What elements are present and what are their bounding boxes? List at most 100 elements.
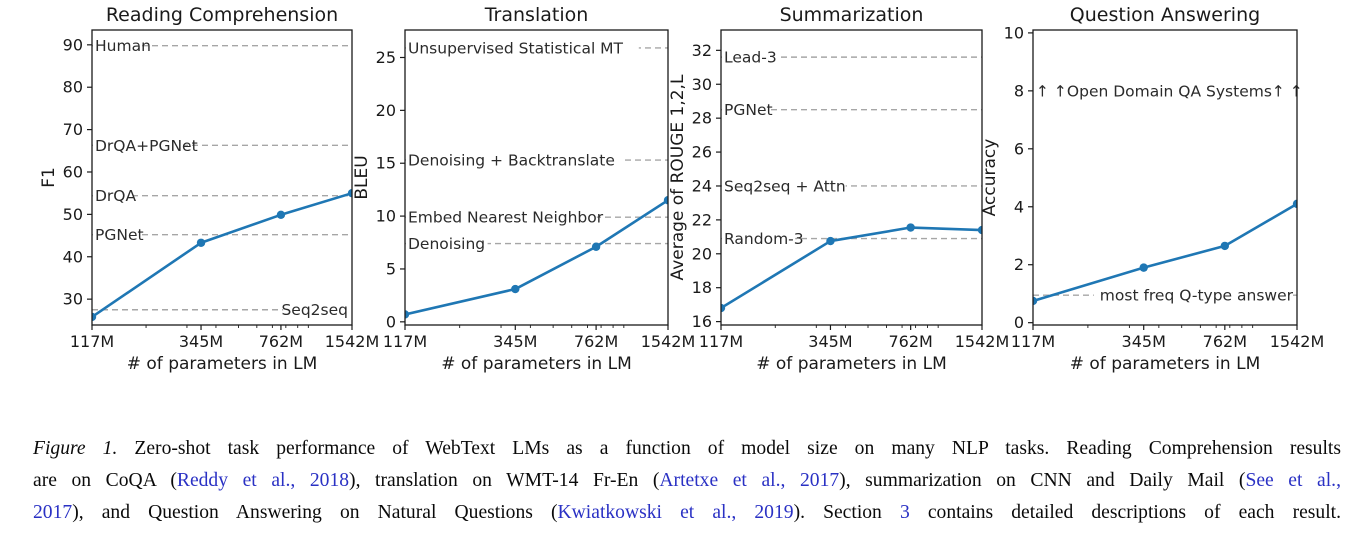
y-axis-label: Accuracy bbox=[980, 139, 1000, 217]
data-point bbox=[826, 236, 835, 246]
baseline-label: PGNet bbox=[724, 101, 773, 119]
citation-link[interactable]: Reddy et al., 2018 bbox=[176, 469, 350, 491]
chart-translation: Translation 0 5 10 15 20 25 117M 345M 762M 1542M BL… bbox=[352, 4, 695, 374]
caption-text: ), summarization on CNN and Daily Mail ( bbox=[839, 469, 1246, 491]
y-tick-label: 4 bbox=[1014, 197, 1024, 216]
baseline-label: Unsupervised Statistical MT bbox=[408, 39, 624, 57]
x-tick-label: 345M bbox=[808, 332, 852, 351]
x-tick-label: 762M bbox=[1203, 332, 1247, 351]
y-tick-label: 2 bbox=[1014, 255, 1024, 274]
y-tick-label: 26 bbox=[692, 143, 712, 162]
x-axis-label: # of parameters in LM bbox=[1070, 354, 1261, 374]
x-tick-label: 762M bbox=[259, 332, 303, 351]
chart-question-answering: Question Answering 0 2 4 6 8 10 117M 345M 762M 154… bbox=[980, 4, 1324, 374]
data-point bbox=[906, 223, 915, 232]
x-axis-label: # of parameters in LM bbox=[756, 354, 947, 374]
y-tick-label: 60 bbox=[63, 162, 83, 181]
x-tick-label: 1542M bbox=[325, 332, 380, 351]
caption-text: ). Section bbox=[793, 501, 900, 523]
chart-reading-comprehension: Reading Comprehension 30 40 50 60 70 80 90 117M 3… bbox=[39, 4, 379, 374]
y-tick-label: 70 bbox=[63, 120, 83, 139]
baseline-label: Random-3 bbox=[724, 230, 804, 248]
x-tick-label: 117M bbox=[699, 332, 743, 351]
x-axis-label: # of parameters in LM bbox=[441, 354, 632, 374]
y-axis-label: BLEU bbox=[352, 155, 372, 199]
citation-link[interactable]: 2017 bbox=[33, 501, 73, 523]
baseline-label: DrQA+PGNet bbox=[95, 137, 198, 155]
figure-caption: Figure 1. Zero-shot task performance of … bbox=[33, 433, 1341, 528]
annotation-label: ↑ ↑Open Domain QA Systems↑ ↑ bbox=[1036, 82, 1303, 100]
caption-text: contains detailed descriptions of each r… bbox=[909, 501, 1341, 523]
y-tick-label: 30 bbox=[63, 290, 83, 309]
x-axis-label: # of parameters in LM bbox=[127, 354, 318, 374]
baseline-label: Seq2seq + Attn bbox=[724, 177, 846, 195]
x-tick-label: 345M bbox=[1122, 332, 1166, 351]
citation-link[interactable]: Artetxe et al., 2017 bbox=[659, 469, 840, 491]
caption-text: are on CoQA ( bbox=[33, 469, 177, 491]
caption-text: Zero-shot task performance of WebText LM… bbox=[117, 438, 1341, 459]
chart-title: Reading Comprehension bbox=[106, 4, 338, 26]
x-tick-label: 117M bbox=[70, 332, 114, 351]
chart-title: Question Answering bbox=[1070, 4, 1260, 26]
data-point bbox=[276, 210, 286, 219]
y-tick-label: 10 bbox=[376, 207, 396, 226]
data-point bbox=[1220, 241, 1230, 251]
x-tick-label: 117M bbox=[383, 332, 427, 351]
data-point bbox=[405, 310, 410, 319]
y-tick-label: 90 bbox=[63, 35, 83, 54]
data-line bbox=[721, 226, 982, 310]
chart-title: Translation bbox=[484, 4, 589, 26]
data-point bbox=[1033, 296, 1038, 306]
y-tick-label: 16 bbox=[692, 312, 712, 331]
y-tick-label: 22 bbox=[692, 210, 712, 229]
y-tick-label: 25 bbox=[376, 48, 396, 67]
baseline-label: most freq Q-type answer bbox=[1100, 287, 1294, 305]
y-tick-label: 6 bbox=[1014, 139, 1024, 158]
chart-summarization: Summarization 16 18 20 22 24 26 28 30 32 117M 345M 7… bbox=[668, 4, 1009, 374]
y-tick-label: 32 bbox=[692, 41, 712, 60]
x-tick-label: 762M bbox=[574, 332, 618, 351]
x-tick-label: 1542M bbox=[1270, 332, 1325, 351]
y-tick-label: 10 bbox=[1004, 23, 1024, 42]
x-tick-label: 762M bbox=[888, 332, 932, 351]
baseline-label: DrQA bbox=[95, 187, 137, 205]
x-tick-label: 345M bbox=[493, 332, 537, 351]
y-tick-label: 28 bbox=[692, 109, 712, 128]
y-tick-label: 15 bbox=[376, 154, 396, 173]
data-point bbox=[1292, 199, 1297, 209]
data-line bbox=[1033, 202, 1297, 303]
baseline-label: Embed Nearest Neighbor bbox=[408, 209, 604, 227]
plot-box bbox=[404, 29, 669, 326]
data-line bbox=[92, 191, 352, 319]
data-point bbox=[511, 284, 520, 294]
plot-box bbox=[720, 29, 983, 326]
caption-line: are on CoQA (Reddy et al., 2018), transl… bbox=[33, 465, 1341, 497]
plot-box bbox=[91, 29, 353, 326]
y-tick-label: 20 bbox=[376, 101, 396, 120]
y-tick-label: 18 bbox=[692, 278, 712, 297]
baseline-label: Denoising bbox=[408, 235, 485, 253]
plot-box bbox=[1032, 29, 1298, 326]
citation-link[interactable]: See et al., bbox=[1245, 469, 1341, 491]
caption-line: Figure 1. Zero-shot task performance of … bbox=[33, 433, 1341, 465]
y-tick-label: 0 bbox=[1014, 313, 1024, 332]
figure-label: Figure 1. bbox=[33, 438, 118, 459]
caption-text: ), and Question Answering on Natural Que… bbox=[72, 501, 558, 523]
data-point bbox=[721, 303, 726, 313]
y-tick-label: 5 bbox=[386, 259, 396, 278]
data-point bbox=[196, 238, 206, 247]
citation-link[interactable]: Kwiatkowski et al., 2019 bbox=[557, 501, 794, 523]
x-tick-label: 117M bbox=[1011, 332, 1055, 351]
y-tick-label: 0 bbox=[386, 312, 396, 331]
baseline-label: PGNet bbox=[95, 226, 144, 244]
y-tick-label: 8 bbox=[1014, 81, 1024, 100]
y-axis-label: Average of ROUGE 1,2,L bbox=[668, 74, 688, 280]
data-point bbox=[347, 188, 352, 198]
x-tick-label: 345M bbox=[179, 332, 223, 351]
caption-text: ), translation on WMT-14 Fr-En ( bbox=[349, 469, 660, 491]
data-point bbox=[977, 225, 982, 235]
citation-link[interactable]: 3 bbox=[899, 501, 910, 523]
y-tick-label: 20 bbox=[692, 244, 712, 263]
